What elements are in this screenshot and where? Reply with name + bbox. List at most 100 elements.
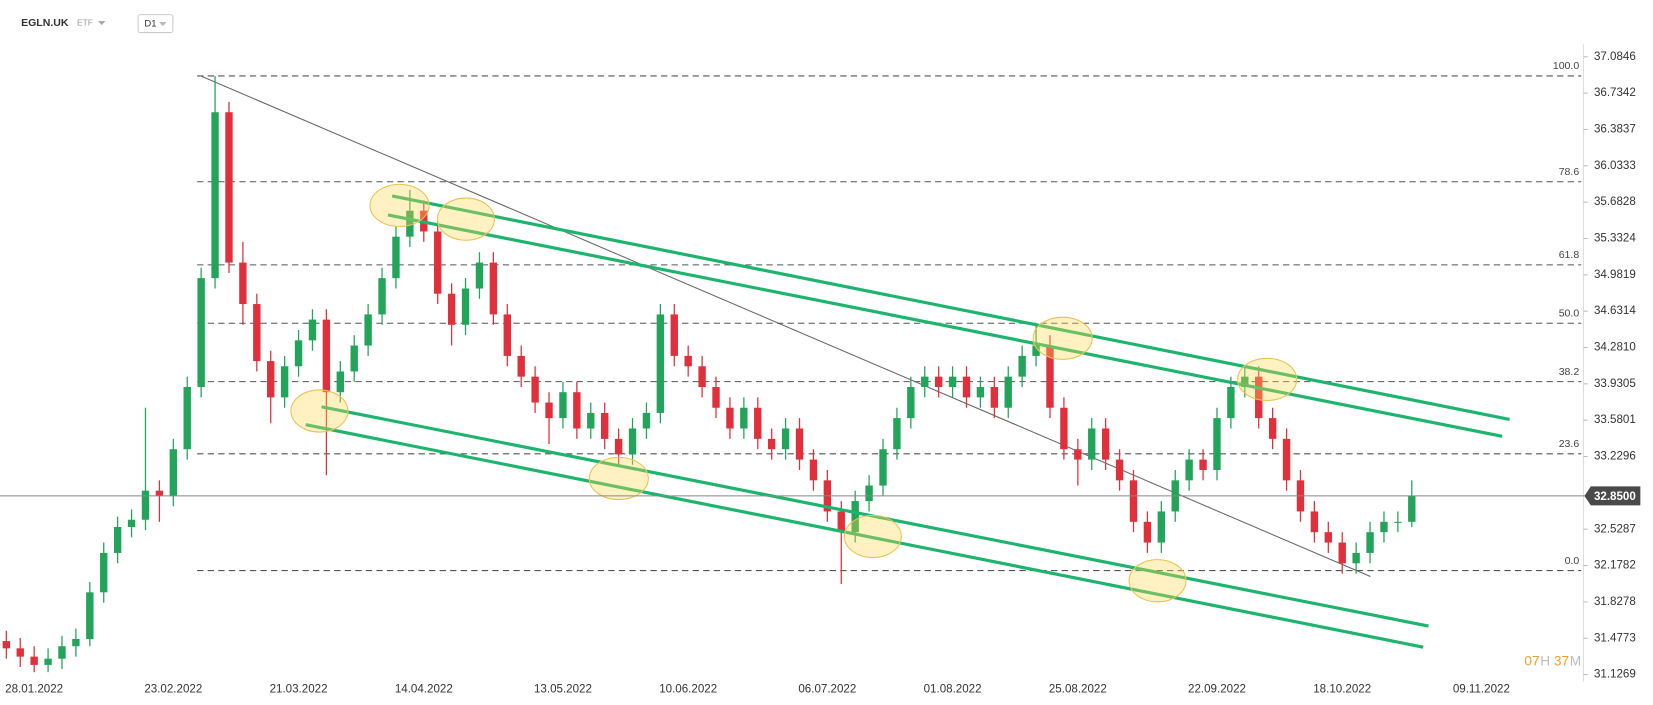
candle-body [781, 428, 790, 450]
candle-body [1213, 418, 1221, 470]
fib-label: 0.0 [1565, 555, 1580, 567]
candle-body [113, 526, 122, 553]
y-tick-label: 34.6314 [1594, 305, 1636, 317]
candle-body [1366, 532, 1374, 553]
dropdown-caret[interactable] [98, 20, 106, 26]
candle-body [44, 658, 52, 665]
x-tick-label: 18.10.2022 [1313, 683, 1371, 695]
asset-class[interactable]: ETF [77, 17, 93, 27]
candle-body [517, 355, 525, 377]
candle-body [1380, 521, 1388, 533]
highlight [1237, 357, 1298, 401]
channel-line [321, 405, 1429, 628]
candle-body [865, 485, 873, 502]
fib-label: 100.0 [1553, 60, 1579, 72]
candle-body [976, 387, 985, 398]
candle-body [253, 304, 261, 362]
candle-body [1157, 511, 1166, 543]
fib-label: 23.6 [1559, 438, 1580, 450]
candle-body [712, 387, 720, 408]
x-tick-label: 25.08.2022 [1049, 683, 1107, 695]
candle-body [907, 387, 915, 419]
countdown-hours-unit: H [1540, 654, 1550, 669]
candle-body [1129, 480, 1138, 522]
y-tick-label: 33.2296 [1594, 451, 1636, 463]
candle-body [1143, 521, 1152, 543]
channel-line [387, 213, 1503, 438]
candle-body [406, 210, 414, 237]
highlight [369, 183, 430, 228]
candle-body [503, 314, 511, 356]
candle-body [1185, 459, 1193, 481]
x-axis: 28.01.2022 23.02.2022 21.03.2022 14.04.2022… [5, 683, 1510, 695]
y-axis: 37.0846 36.7342 36.3837 36.0333 35.6828 35.33… [1582, 44, 1636, 682]
dropdown-caret[interactable] [159, 22, 167, 27]
x-tick-label: 14.04.2022 [395, 683, 453, 695]
candle-body [726, 407, 734, 429]
candle-body [1394, 521, 1402, 523]
candle-body [30, 656, 38, 665]
candle-body [1060, 407, 1068, 450]
fib-label: 38.2 [1559, 366, 1580, 378]
highlight [588, 456, 649, 501]
y-tick-label: 32.1782 [1594, 560, 1636, 572]
fib-label: 50.0 [1559, 308, 1580, 320]
candle-body [1115, 459, 1124, 481]
y-tick-label: 31.8278 [1594, 596, 1636, 608]
y-tick-label: 37.0846 [1594, 51, 1636, 63]
candle-body [1088, 428, 1096, 460]
candle-body [879, 449, 887, 486]
candle-body [267, 361, 275, 398]
candle-body [573, 392, 581, 429]
candle-body [809, 459, 818, 481]
highlight [1032, 316, 1093, 360]
candle-body [962, 376, 971, 398]
candle-body [1241, 376, 1249, 388]
candle-body [921, 376, 929, 388]
x-tick-label: 09.11.2022 [1453, 683, 1510, 695]
candle-body [308, 319, 317, 341]
x-tick-label: 22.09.2022 [1188, 683, 1246, 695]
interval-box[interactable] [137, 14, 174, 34]
channel-line [391, 194, 1510, 421]
candle-body [670, 314, 678, 356]
y-tick-label: 36.7342 [1594, 87, 1636, 99]
candle-body [587, 412, 595, 429]
candle-body [489, 262, 498, 315]
candle-body [1046, 345, 1054, 408]
y-tick-label: 33.9305 [1594, 378, 1636, 390]
fib-label: 61.8 [1559, 249, 1580, 261]
y-tick-label: 34.9819 [1594, 269, 1636, 281]
candle-body [1032, 345, 1040, 356]
symbol[interactable]: EGLN.UK [21, 17, 69, 29]
candle-body [740, 407, 748, 429]
candle-body [127, 519, 136, 527]
x-tick-label: 10.06.2022 [659, 683, 717, 695]
candle-body [893, 418, 901, 450]
countdown-hours: 07 [1524, 654, 1539, 669]
candle-body [684, 355, 692, 367]
x-tick-label: 06.07.2022 [798, 683, 856, 695]
x-tick-label: 23.02.2022 [144, 683, 202, 695]
candle-body [1352, 552, 1360, 564]
interval[interactable]: D1 [144, 19, 156, 30]
highlight [1128, 559, 1187, 603]
candle-body [559, 392, 567, 419]
candle-body [1268, 418, 1277, 439]
candle-body [461, 288, 470, 325]
x-tick-label: 13.05.2022 [534, 683, 592, 695]
candle-body [628, 428, 637, 455]
candle-body [378, 278, 386, 315]
candle-body [795, 428, 804, 460]
fib-label: 78.6 [1559, 166, 1580, 178]
candle-body [294, 340, 303, 367]
candle-body [225, 112, 233, 263]
candle-body [100, 552, 108, 593]
candle-body [2, 641, 11, 649]
candle-body [183, 387, 191, 450]
channel-line [305, 423, 1424, 649]
candle-body [698, 366, 706, 388]
candle-body [169, 449, 178, 496]
candle-body [58, 646, 66, 659]
last-price-box [1584, 486, 1641, 506]
